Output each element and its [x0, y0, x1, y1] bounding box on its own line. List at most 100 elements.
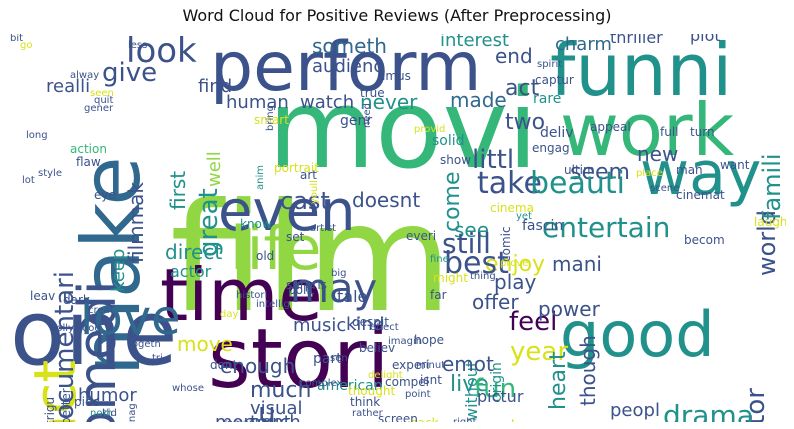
word-offer: offer — [472, 290, 519, 314]
word-act: act — [505, 76, 540, 101]
word-u: u — [258, 396, 276, 423]
figure-title: Word Cloud for Positive Reviews (After P… — [182, 6, 612, 25]
word-laugh: laugh — [754, 215, 786, 229]
word-screen: screen — [378, 412, 418, 422]
word-part: part — [313, 351, 342, 367]
word-leav: leav — [30, 289, 56, 303]
word-human: human — [226, 92, 289, 113]
word-drama: drama — [663, 399, 754, 423]
word-youll: youll — [309, 180, 320, 204]
word-mani: mani — [552, 252, 602, 276]
word-emot: emot — [442, 352, 494, 376]
word-portrait: portrait — [274, 161, 319, 175]
word-engag: engag — [532, 141, 570, 155]
word-touch: touch — [250, 414, 301, 423]
word-believ: believ — [359, 341, 396, 355]
word-watch: watch — [300, 92, 355, 113]
word-experi: experi — [392, 358, 430, 372]
word-someth: someth — [312, 34, 387, 58]
word-thought: thought — [348, 384, 396, 398]
word-rare: rare — [533, 91, 562, 107]
word-perform: perform — [210, 34, 482, 107]
word-american: american — [317, 378, 383, 394]
word-artist: artist — [310, 223, 337, 234]
word-need: need — [362, 103, 373, 128]
word-intrigu: intrigu — [43, 397, 57, 422]
word-imagin: imagin — [388, 336, 423, 347]
word-action: action — [70, 142, 107, 156]
word-piec: piec — [74, 395, 99, 409]
word-moment: moment — [215, 414, 291, 423]
word-filmmak: filmmak — [124, 182, 148, 263]
word-might: might — [433, 271, 468, 285]
word-set: set — [286, 230, 305, 244]
word-life: life — [230, 214, 322, 284]
word-togeth: togeth — [128, 339, 161, 350]
word-creat: creat — [88, 305, 114, 316]
word-provid: provid — [414, 124, 446, 135]
word-wonder: wonder — [506, 419, 525, 422]
word-kid: kid — [102, 408, 117, 419]
word-entertain: entertain — [542, 211, 671, 244]
word-visual: visual — [250, 398, 303, 419]
word-even: even — [218, 179, 356, 244]
word-despit: despit — [352, 315, 389, 329]
word-much: much — [250, 378, 312, 403]
word-audienc: audienc — [312, 56, 384, 77]
word-less: less — [128, 40, 148, 51]
word-movi: movi — [268, 65, 539, 193]
word-actor: actor — [170, 262, 212, 281]
word-deliv: deliv — [540, 125, 574, 141]
word-appeal: appeal — [590, 120, 631, 134]
word-want: want — [720, 158, 750, 172]
word-better: better — [59, 388, 73, 422]
word-move: move — [177, 332, 233, 356]
word-see: see — [454, 218, 490, 242]
word-pictur: pictur — [477, 387, 524, 406]
word-compel: compel — [385, 375, 429, 389]
word-enjoy: enjoy — [485, 252, 546, 277]
word-turn: turn — [690, 125, 715, 139]
word-never: never — [360, 90, 418, 114]
word-smart: smart — [254, 113, 289, 127]
word-one: one — [10, 281, 178, 386]
word-bit: bit — [10, 34, 24, 44]
word-true: true — [360, 86, 385, 100]
word-minut: minut — [416, 360, 446, 371]
word-spirit: spirit — [537, 59, 563, 70]
word-flaw: flaw — [76, 155, 101, 169]
word-romant: romant — [223, 419, 259, 423]
word-peopl: peopl — [610, 400, 660, 421]
word-rather: rather — [352, 408, 383, 419]
word-fun: fun — [474, 374, 517, 404]
word-love: love — [80, 290, 181, 346]
word-gener: gener — [84, 103, 114, 114]
word-cloud: movi film make one stori perform funni time work… — [10, 34, 786, 422]
word-feel: feel — [509, 307, 558, 337]
word-famili: famili — [758, 153, 786, 221]
word-isnt: isnt — [420, 373, 442, 387]
word-anim: anim — [255, 165, 266, 190]
word-may: may — [290, 266, 378, 312]
word-go: go — [20, 40, 33, 51]
word-captur: captur — [535, 73, 574, 87]
word-made: made — [450, 88, 507, 112]
word-style: style — [38, 168, 62, 179]
word-quit: quit — [94, 95, 114, 106]
word-two: two — [505, 110, 546, 135]
word-know: know — [240, 217, 272, 231]
word-man: man — [676, 163, 703, 177]
word-show: show — [440, 153, 472, 167]
word-hollywood: hollywood — [50, 323, 101, 334]
word-look: look — [126, 34, 197, 71]
word-dark: dark — [63, 293, 90, 307]
word-delight: delight — [368, 370, 403, 381]
word-realli: realli — [46, 76, 91, 97]
word-stori: stori — [208, 312, 390, 407]
word-old: old — [256, 249, 275, 263]
word-far: far — [430, 288, 447, 302]
word-cinemat: cinemat — [676, 188, 725, 202]
word-ultim: ultim — [564, 163, 595, 177]
word-new: new — [637, 142, 679, 166]
word-manag: manag — [127, 403, 138, 422]
